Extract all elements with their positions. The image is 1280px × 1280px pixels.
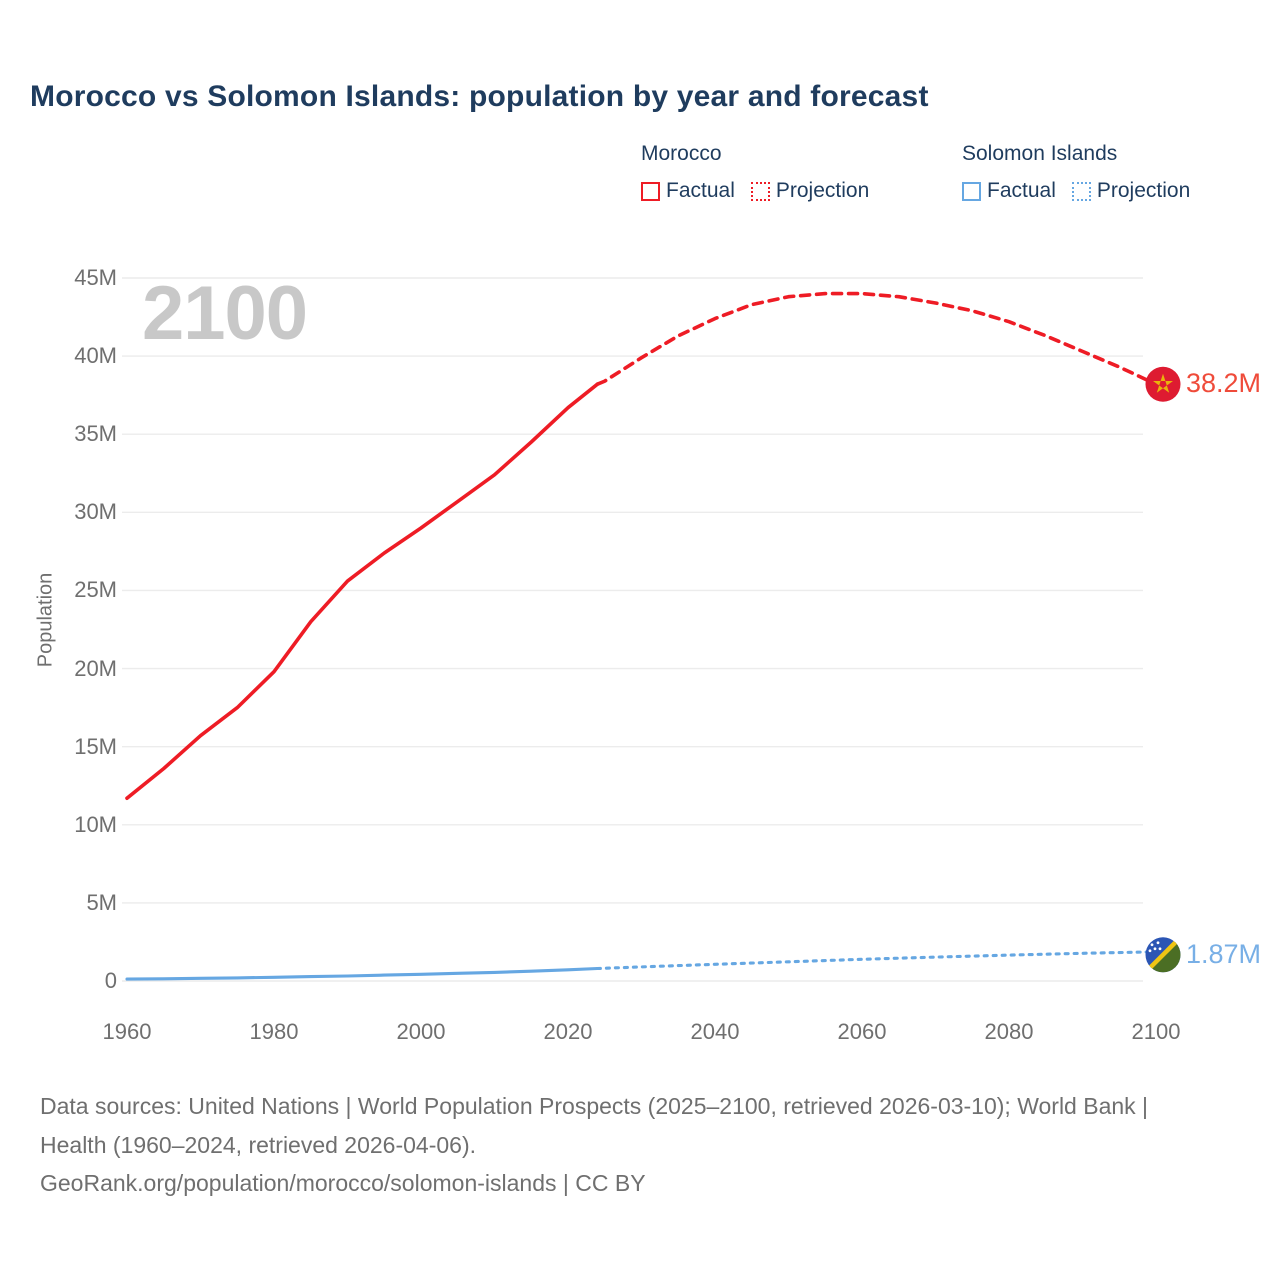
end-label-solomon-islands: 1.87M	[1186, 939, 1262, 969]
legend-item-label: Projection	[775, 179, 870, 202]
y-axis-tick-label: 15M	[74, 733, 117, 759]
y-axis-tick-label: 0	[104, 968, 117, 993]
legend-group-solomon-islands: Solomon Islands Factual Projection	[962, 142, 1190, 203]
x-axis-tick-label: 2060	[837, 1019, 887, 1044]
morocco-flag-icon	[1145, 366, 1181, 402]
solomon-projection-swatch-icon	[1071, 181, 1091, 201]
legend-item-morocco-projection[interactable]: Projection	[750, 179, 870, 203]
y-axis-tick-label: 30M	[74, 499, 117, 525]
footer-sources: Data sources: United Nations | World Pop…	[40, 1093, 1149, 1158]
page-title: Morocco vs Solomon Islands: population b…	[30, 80, 929, 113]
legend-item-solomon-factual[interactable]: Factual	[962, 179, 1056, 203]
solomon-islands-projection-line	[595, 950, 1158, 971]
y-axis-tick-label: 45M	[74, 265, 117, 290]
x-axis-tick-label: 2020	[543, 1019, 593, 1044]
legend-item-morocco-factual[interactable]: Factual	[641, 179, 735, 203]
morocco-factual-line	[125, 382, 600, 800]
morocco-projection-line	[595, 291, 1158, 386]
solomon-islands-factual-line	[125, 966, 599, 981]
end-label-morocco: 38.2M	[1186, 368, 1262, 398]
y-axis-tick-label: 5M	[86, 889, 117, 915]
solomon-islands-flag-icon	[1145, 937, 1181, 973]
footer-attribution: GeoRank.org/population/morocco/solomon-i…	[40, 1170, 646, 1196]
chart-footer: Data sources: United Nations | World Pop…	[40, 1087, 1220, 1203]
legend-group-title: Solomon Islands	[962, 142, 1118, 165]
x-axis-tick-label: 1960	[102, 1019, 152, 1044]
chart-watermark-year: 2100	[142, 271, 308, 356]
y-axis-tick-label: 35M	[74, 421, 117, 447]
y-axis-tick-label: 10M	[74, 811, 117, 837]
x-axis-tick-label: 2040	[690, 1019, 740, 1044]
legend-item-label: Factual	[987, 179, 1056, 202]
y-axis-tick-label: 20M	[74, 655, 117, 681]
legend-item-label: Projection	[1096, 179, 1191, 202]
solomon-factual-swatch-icon	[962, 181, 981, 201]
y-axis-tick-label: 40M	[74, 343, 117, 369]
legend-group-morocco: Morocco Factual Projection	[641, 142, 869, 203]
x-axis-tick-label: 2100	[1131, 1019, 1181, 1044]
x-axis-tick-label: 2080	[984, 1019, 1034, 1044]
x-axis-tick-label: 2000	[396, 1019, 446, 1044]
x-axis-tick-label: 1980	[249, 1019, 299, 1044]
legend-item-label: Factual	[666, 179, 735, 202]
legend-item-solomon-projection[interactable]: Projection	[1071, 179, 1191, 203]
y-axis-tick-label: 25M	[74, 577, 117, 603]
legend-group-title: Morocco	[641, 142, 722, 165]
morocco-projection-swatch-icon	[750, 181, 770, 201]
morocco-factual-swatch-icon	[641, 181, 660, 201]
